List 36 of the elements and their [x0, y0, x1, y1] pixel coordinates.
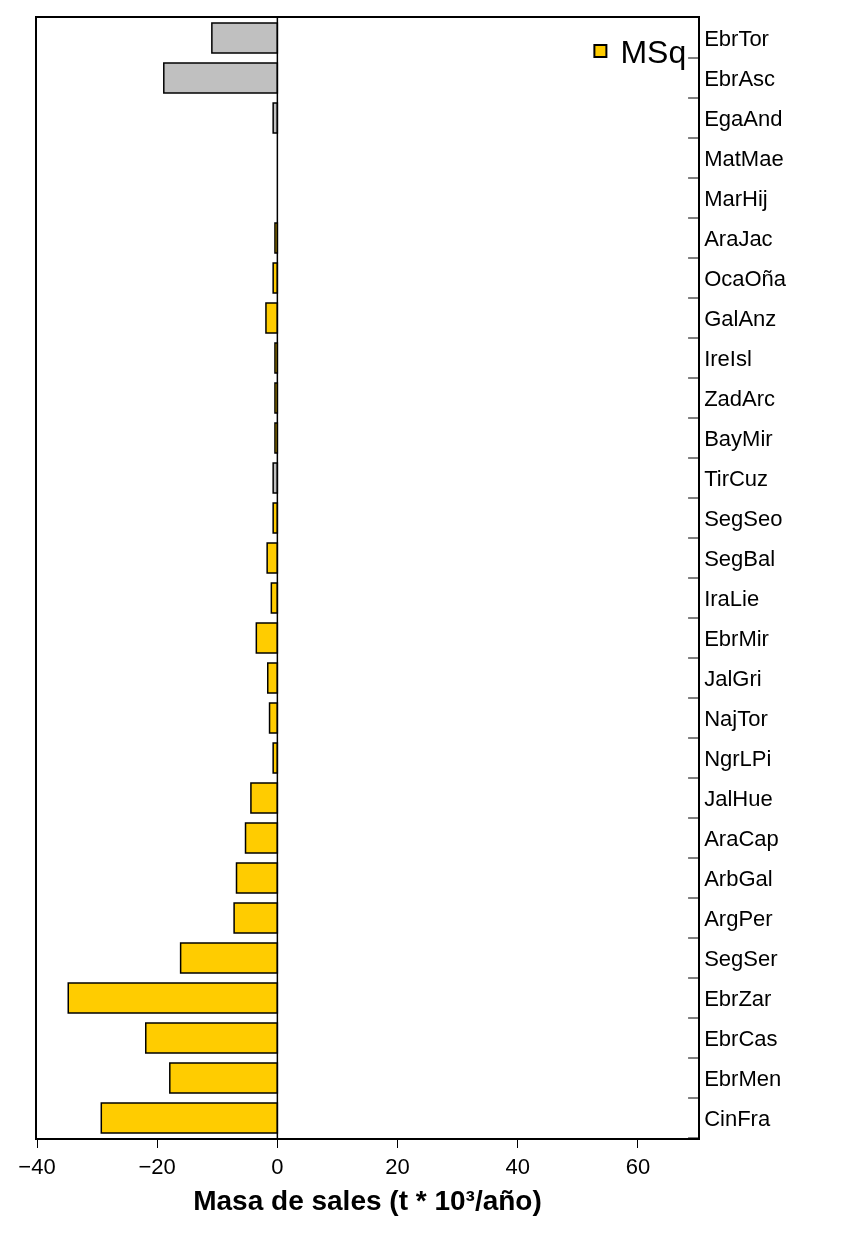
x-tick-label: 40: [505, 1154, 530, 1180]
y-tick-label: IraLie: [704, 585, 760, 611]
y-tick-label: NgrLPi: [704, 745, 772, 771]
y-tick-label: CinFra: [704, 1105, 771, 1131]
y-tick-label: EgaAnd: [704, 105, 783, 131]
y-tick-label: GalAnz: [704, 305, 777, 331]
legend-label: MSq: [620, 34, 687, 71]
y-tick-label: SegSeo: [704, 505, 783, 531]
y-tick-label: JalGri: [704, 665, 762, 691]
y-tick-label: EbrAsc: [704, 65, 776, 91]
x-tick-label: 20: [385, 1154, 410, 1180]
y-tick-label: JalHue: [704, 785, 773, 811]
x-tick-label: −40: [18, 1154, 56, 1180]
y-tick-label: MatMae: [704, 145, 784, 171]
y-tick-label: ArbGal: [704, 865, 773, 891]
x-tick-label: 60: [625, 1154, 651, 1180]
x-tick-label: 0: [271, 1154, 284, 1180]
y-tick-label: MarHij: [704, 185, 768, 211]
y-tick-label: AraCap: [704, 825, 779, 851]
y-tick-label: NajTor: [704, 705, 768, 731]
y-tick-label: EbrZar: [704, 985, 772, 1011]
y-tick-label: OcaOña: [704, 265, 787, 291]
y-tick-label: AraJac: [704, 225, 773, 251]
y-tick-label: EbrMir: [704, 625, 769, 651]
y-tick-label: ArgPer: [704, 905, 773, 931]
y-tick-label: EbrTor: [704, 25, 769, 51]
y-tick-label: SegBal: [704, 545, 776, 571]
y-tick-label: ZadArc: [704, 385, 776, 411]
y-tick-label: EbrMen: [704, 1065, 782, 1091]
y-tick-label: EbrCas: [704, 1025, 778, 1051]
y-tick-label: TirCuz: [704, 465, 769, 491]
x-axis-title: Masa de sales (t * 10³/año): [193, 1184, 542, 1216]
y-tick-label: IreIsl: [704, 345, 752, 371]
x-tick-label: −20: [138, 1154, 176, 1180]
y-tick-label: BayMir: [704, 425, 773, 451]
y-tick-label: SegSer: [704, 945, 778, 971]
